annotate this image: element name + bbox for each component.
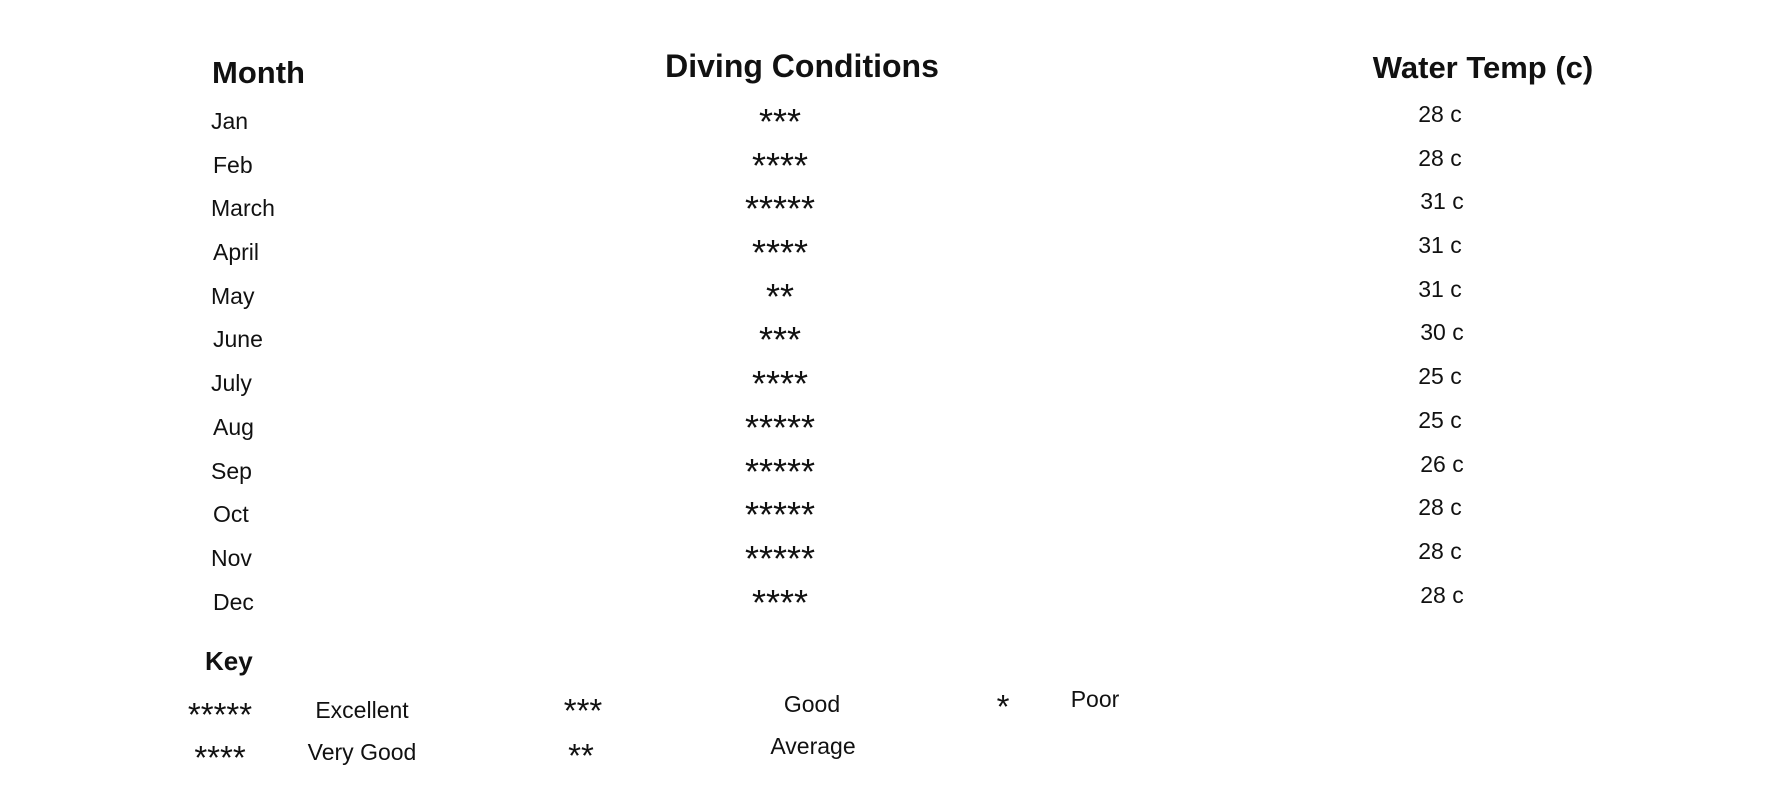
month-cell: July bbox=[211, 370, 252, 396]
month-cell: April bbox=[213, 239, 260, 265]
month-cell: Sep bbox=[211, 458, 252, 484]
month-cell: May bbox=[211, 283, 255, 309]
water-temp-cell: 28 c bbox=[1418, 101, 1462, 127]
month-cell: March bbox=[211, 195, 275, 221]
water-temp-cell: 28 c bbox=[1420, 582, 1464, 608]
key-stars-very-good: **** bbox=[194, 739, 246, 776]
key-label-poor: Poor bbox=[1070, 686, 1120, 712]
water-temp-cell: 28 c bbox=[1418, 494, 1462, 520]
water-temp-cell: 31 c bbox=[1418, 232, 1462, 258]
key-title: Key bbox=[205, 646, 253, 676]
diving-conditions-column-header: Diving Conditions bbox=[665, 48, 939, 84]
water-temp-cell: 25 c bbox=[1418, 407, 1462, 433]
key-stars-good: *** bbox=[563, 692, 603, 729]
key-label-average: Average bbox=[770, 733, 856, 759]
key-stars-average: ** bbox=[568, 737, 594, 774]
conditions-stars-cell: *** bbox=[758, 101, 802, 142]
month-cell: Feb bbox=[213, 152, 253, 178]
conditions-stars-cell: ***** bbox=[744, 407, 816, 448]
key-stars-excellent: ***** bbox=[187, 696, 253, 733]
key-label-very-good: Very Good bbox=[307, 739, 417, 765]
key-stars-poor: * bbox=[996, 688, 1010, 725]
month-cell: Jan bbox=[211, 108, 249, 134]
water-temp-column-header: Water Temp (c) bbox=[1372, 50, 1594, 85]
month-cell: Nov bbox=[211, 545, 252, 571]
conditions-stars-cell: **** bbox=[751, 582, 809, 623]
month-cell: Aug bbox=[213, 414, 254, 440]
conditions-stars-cell: ***** bbox=[744, 451, 816, 492]
conditions-stars-cell: ** bbox=[765, 276, 795, 317]
conditions-stars-cell: *** bbox=[758, 319, 802, 360]
conditions-stars-cell: ***** bbox=[744, 538, 816, 579]
conditions-stars-cell: **** bbox=[751, 145, 809, 186]
key-label-excellent: Excellent bbox=[315, 697, 409, 723]
conditions-stars-cell: ***** bbox=[744, 494, 816, 535]
month-cell: June bbox=[213, 326, 263, 352]
water-temp-cell: 26 c bbox=[1420, 451, 1464, 477]
water-temp-cell: 30 c bbox=[1420, 319, 1464, 345]
month-column-header: Month bbox=[212, 55, 305, 90]
month-cell: Dec bbox=[213, 589, 254, 615]
water-temp-cell: 31 c bbox=[1420, 188, 1464, 214]
conditions-stars-cell: **** bbox=[751, 232, 809, 273]
conditions-stars-cell: ***** bbox=[744, 188, 816, 229]
water-temp-cell: 31 c bbox=[1418, 276, 1462, 302]
water-temp-cell: 25 c bbox=[1418, 363, 1462, 389]
water-temp-cell: 28 c bbox=[1418, 145, 1462, 171]
water-temp-cell: 28 c bbox=[1418, 538, 1462, 564]
month-cell: Oct bbox=[213, 501, 249, 527]
conditions-stars-cell: **** bbox=[751, 363, 809, 404]
key-label-good: Good bbox=[783, 691, 841, 717]
